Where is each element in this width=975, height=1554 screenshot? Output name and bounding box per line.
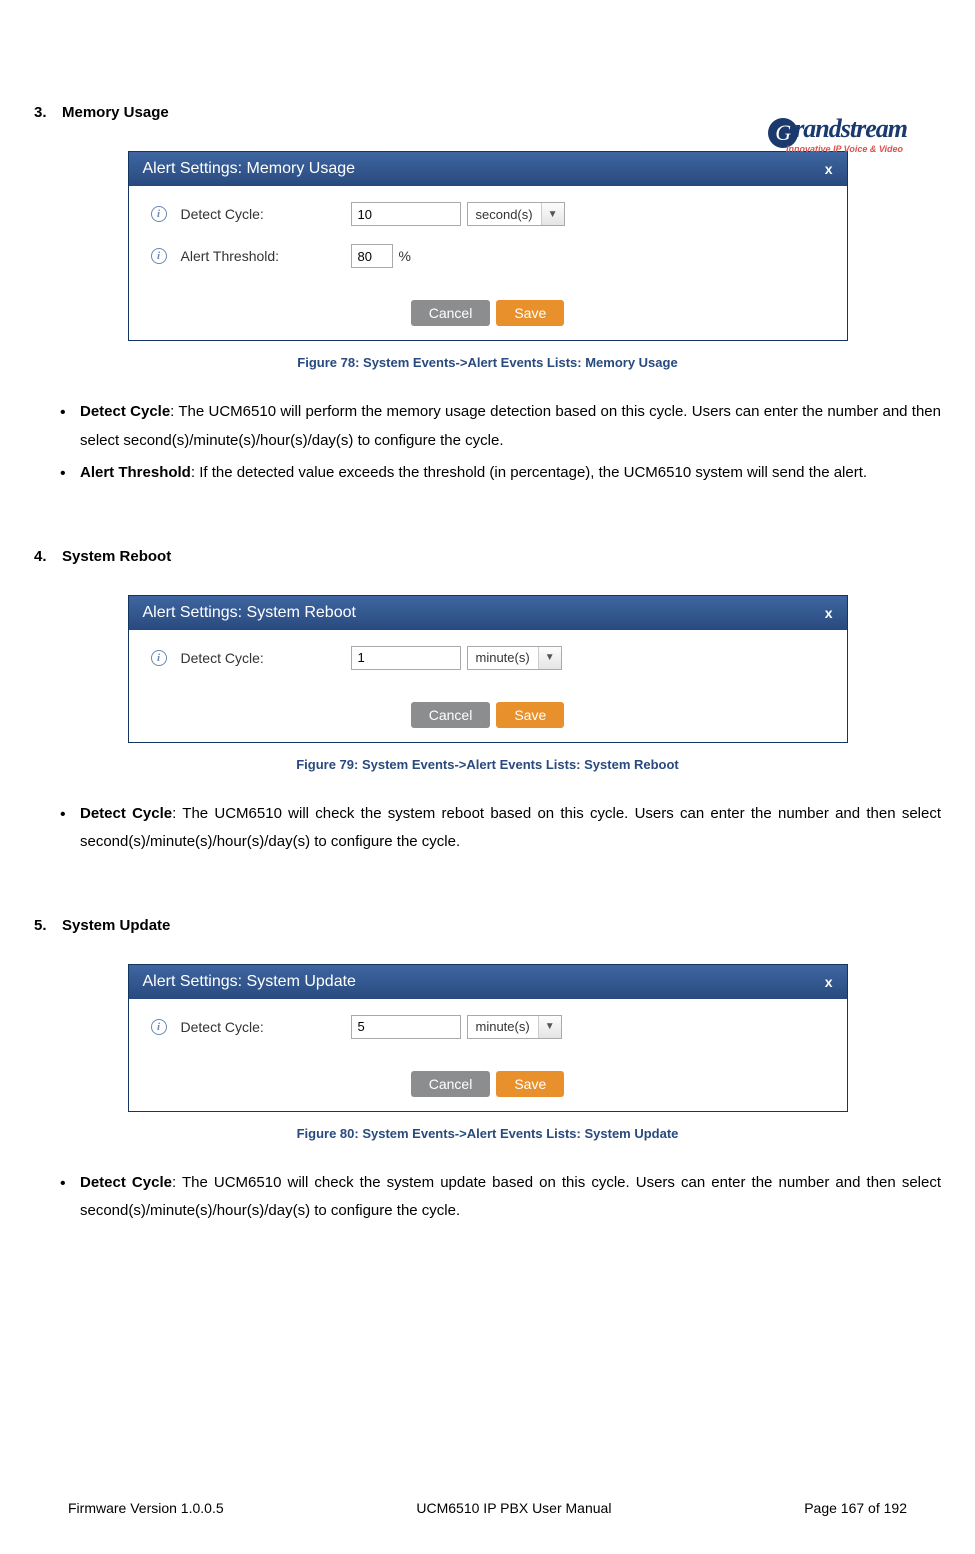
term: Alert Threshold xyxy=(80,464,191,481)
bullet-list: Detect Cycle: The UCM6510 will check the… xyxy=(34,800,941,857)
term: Detect Cycle xyxy=(80,1174,172,1191)
term-description: : The UCM6510 will check the system rebo… xyxy=(80,805,941,851)
cancel-button[interactable]: Cancel xyxy=(411,300,491,326)
value-input[interactable] xyxy=(351,646,461,670)
cancel-button[interactable]: Cancel xyxy=(411,1071,491,1097)
unit-select-value: minute(s) xyxy=(468,1016,539,1038)
info-icon[interactable]: i xyxy=(151,1019,167,1035)
form-label: Alert Threshold: xyxy=(181,248,280,264)
dialog-title: Alert Settings: Memory Usage xyxy=(143,160,356,178)
save-button[interactable]: Save xyxy=(496,300,564,326)
save-button[interactable]: Save xyxy=(496,1071,564,1097)
dialog-title: Alert Settings: System Update xyxy=(143,973,356,991)
form-row: i Alert Threshold:% xyxy=(151,244,825,268)
form-label-wrap: i Alert Threshold: xyxy=(151,248,351,264)
section-title: Memory Usage xyxy=(62,104,169,121)
unit-select[interactable]: second(s)▼ xyxy=(467,202,565,226)
term: Detect Cycle xyxy=(80,403,170,420)
bullet-list: Detect Cycle: The UCM6510 will check the… xyxy=(34,1169,941,1226)
footer-center: UCM6510 IP PBX User Manual xyxy=(416,1500,611,1516)
chevron-down-icon[interactable]: ▼ xyxy=(539,647,561,669)
logo-tagline: Innovative IP Voice & Video xyxy=(768,144,907,154)
list-item: Detect Cycle: The UCM6510 will check the… xyxy=(54,1169,941,1226)
figure-caption: Figure 78: System Events->Alert Events L… xyxy=(34,355,941,370)
chevron-down-icon[interactable]: ▼ xyxy=(542,203,564,225)
form-label: Detect Cycle: xyxy=(181,206,264,222)
info-icon[interactable]: i xyxy=(151,248,167,264)
info-icon[interactable]: i xyxy=(151,206,167,222)
page-footer: Firmware Version 1.0.0.5 UCM6510 IP PBX … xyxy=(68,1500,907,1516)
term-description: : The UCM6510 will perform the memory us… xyxy=(80,403,941,449)
unit-select[interactable]: minute(s)▼ xyxy=(467,1015,562,1039)
save-button[interactable]: Save xyxy=(496,702,564,728)
dialog-body: i Detect Cycle: minute(s)▼ xyxy=(129,999,847,1061)
close-icon[interactable]: x xyxy=(825,605,833,621)
unit-select[interactable]: minute(s)▼ xyxy=(467,646,562,670)
form-label-wrap: i Detect Cycle: xyxy=(151,206,351,222)
form-row: i Detect Cycle: second(s)▼ xyxy=(151,202,825,226)
form-row: i Detect Cycle: minute(s)▼ xyxy=(151,1015,825,1039)
dialog-header: Alert Settings: System Update x xyxy=(129,965,847,999)
info-icon[interactable]: i xyxy=(151,650,167,666)
form-label: Detect Cycle: xyxy=(181,650,264,666)
section-number: 3. xyxy=(34,104,62,121)
value-input[interactable] xyxy=(351,1015,461,1039)
dialog-title: Alert Settings: System Reboot xyxy=(143,604,356,622)
unit-select-value: second(s) xyxy=(468,203,542,225)
dialog-footer: CancelSave xyxy=(129,1061,847,1111)
form-label-wrap: i Detect Cycle: xyxy=(151,650,351,666)
form-label-wrap: i Detect Cycle: xyxy=(151,1019,351,1035)
dialog-footer: CancelSave xyxy=(129,692,847,742)
dialog-body: i Detect Cycle: second(s)▼ i Alert Threshold… xyxy=(129,186,847,290)
cancel-button[interactable]: Cancel xyxy=(411,702,491,728)
figure-caption: Figure 80: System Events->Alert Events L… xyxy=(34,1126,941,1141)
unit-select-value: minute(s) xyxy=(468,647,539,669)
section-title: System Reboot xyxy=(62,548,171,565)
close-icon[interactable]: x xyxy=(825,161,833,177)
dialog-footer: CancelSave xyxy=(129,290,847,340)
section-number: 5. xyxy=(34,917,62,934)
section-title: System Update xyxy=(62,917,170,934)
close-icon[interactable]: x xyxy=(825,974,833,990)
alert-settings-dialog: Alert Settings: System Reboot x i Detect Cy… xyxy=(128,595,848,743)
brand-logo: Grandstream Innovative IP Voice & Video xyxy=(768,114,907,154)
logo-brand: randstream xyxy=(794,114,907,143)
list-item: Detect Cycle: The UCM6510 will check the… xyxy=(54,800,941,857)
form-row: i Detect Cycle: minute(s)▼ xyxy=(151,646,825,670)
term: Detect Cycle xyxy=(80,805,172,822)
figure-caption: Figure 79: System Events->Alert Events L… xyxy=(34,757,941,772)
dialog-body: i Detect Cycle: minute(s)▼ xyxy=(129,630,847,692)
list-item: Alert Threshold: If the detected value e… xyxy=(54,459,941,488)
footer-right: Page 167 of 192 xyxy=(804,1500,907,1516)
list-item: Detect Cycle: The UCM6510 will perform t… xyxy=(54,398,941,455)
alert-settings-dialog: Alert Settings: Memory Usage x i Detect Cyc… xyxy=(128,151,848,341)
value-input[interactable] xyxy=(351,202,461,226)
unit-label: % xyxy=(399,248,411,264)
alert-settings-dialog: Alert Settings: System Update x i Detect Cy… xyxy=(128,964,848,1112)
dialog-header: Alert Settings: Memory Usage x xyxy=(129,152,847,186)
section-number: 4. xyxy=(34,548,62,565)
term-description: : If the detected value exceeds the thre… xyxy=(191,464,867,481)
value-input[interactable] xyxy=(351,244,393,268)
dialog-header: Alert Settings: System Reboot x xyxy=(129,596,847,630)
bullet-list: Detect Cycle: The UCM6510 will perform t… xyxy=(34,398,941,488)
term-description: : The UCM6510 will check the system upda… xyxy=(80,1174,941,1220)
section-heading: 5.System Update xyxy=(34,917,941,934)
chevron-down-icon[interactable]: ▼ xyxy=(539,1016,561,1038)
form-label: Detect Cycle: xyxy=(181,1019,264,1035)
footer-left: Firmware Version 1.0.0.5 xyxy=(68,1500,224,1516)
section-heading: 4.System Reboot xyxy=(34,548,941,565)
